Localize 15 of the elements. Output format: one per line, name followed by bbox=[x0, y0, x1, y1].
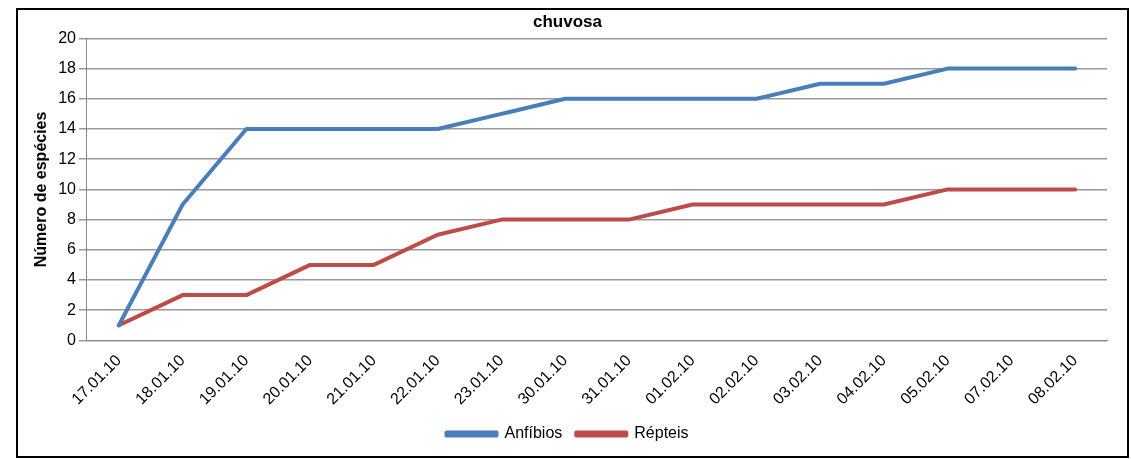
chart-title: chuvosa bbox=[533, 11, 603, 31]
legend-label: Répteis bbox=[634, 424, 689, 442]
y-tick-label: 20 bbox=[58, 28, 77, 46]
y-tick-label: 6 bbox=[67, 240, 77, 258]
y-tick-label: 12 bbox=[58, 149, 77, 167]
y-axis-title: Número de espécies bbox=[32, 111, 50, 268]
y-tick-label: 18 bbox=[58, 59, 77, 76]
y-tick-label: 16 bbox=[58, 89, 77, 107]
y-tick-label: 0 bbox=[67, 330, 77, 348]
legend-label: Anfíbios bbox=[504, 424, 563, 442]
y-tick-label: 8 bbox=[67, 210, 77, 227]
y-tick-label: 10 bbox=[58, 179, 77, 197]
y-tick-label: 2 bbox=[67, 300, 77, 318]
y-tick-label: 14 bbox=[58, 119, 77, 137]
y-tick-label: 4 bbox=[67, 270, 77, 288]
